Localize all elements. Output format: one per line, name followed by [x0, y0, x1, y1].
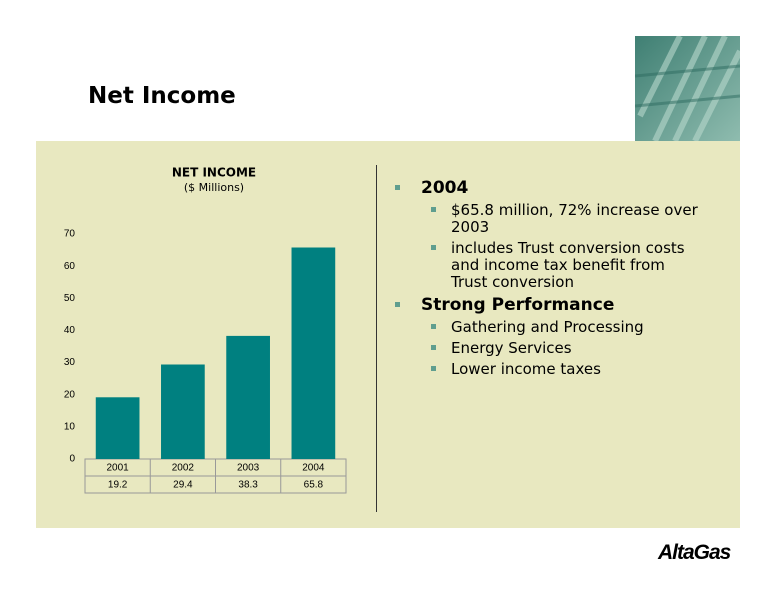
y-tick-label: 40 [64, 325, 76, 336]
bullet-text: $65.8 million, 72% increase over 2003 [451, 201, 698, 236]
data-label: 38.3 [238, 480, 258, 491]
bullet-text: Energy Services [451, 339, 572, 357]
y-tick-label: 70 [64, 229, 76, 240]
y-tick-label: 0 [69, 454, 75, 465]
sub-bullet: $65.8 million, 72% increase over 2003 [395, 202, 701, 236]
bullet-marker [431, 366, 436, 371]
x-tick-label: 2003 [237, 463, 260, 474]
content-panel [36, 141, 740, 528]
x-tick-label: 2004 [302, 463, 325, 474]
sub-bullet: Gathering and Processing [395, 319, 701, 336]
bar [291, 247, 336, 459]
bullet-marker [431, 207, 436, 212]
bullet-text: 2004 [421, 178, 469, 198]
bullet: Strong Performance [395, 295, 715, 315]
bullet-marker [395, 185, 400, 190]
y-tick-label: 50 [64, 293, 76, 304]
data-label: 29.4 [173, 480, 193, 491]
sub-bullet: Energy Services [395, 340, 701, 357]
y-tick-label: 20 [64, 389, 76, 400]
header-photo [635, 36, 740, 141]
bullet-text: includes Trust conversion costs and inco… [451, 239, 685, 291]
y-tick-label: 60 [64, 261, 76, 272]
chart-subtitle: ($ Millions) [184, 181, 244, 194]
logo: AltaGas [658, 541, 731, 564]
y-tick-label: 30 [64, 357, 76, 368]
bullet-marker [431, 324, 436, 329]
data-label: 65.8 [304, 480, 324, 491]
divider [376, 165, 377, 512]
bar [95, 397, 140, 459]
y-tick-label: 10 [64, 421, 76, 432]
chart: NET INCOME ($ Millions) 0 10 20 30 40 50 60 70 2… [64, 166, 347, 494]
bullet-text: Gathering and Processing [451, 318, 644, 336]
bullet-marker [431, 345, 436, 350]
bar [161, 364, 205, 459]
bullet: 2004 [395, 178, 715, 198]
bullet-marker [395, 302, 400, 307]
x-tick-label: 2002 [172, 463, 195, 474]
bar [226, 335, 270, 459]
bullet-text: Lower income taxes [451, 360, 601, 378]
sub-bullet: Lower income taxes [395, 361, 701, 378]
chart-title: NET INCOME [172, 166, 256, 180]
bullet-marker [431, 245, 436, 250]
data-label: 19.2 [108, 480, 128, 491]
slide-title: Net Income [88, 83, 236, 109]
bullet-text: Strong Performance [421, 295, 615, 315]
bullet-list: 2004 $65.8 million, 72% increase over 200… [395, 178, 715, 382]
x-tick-label: 2001 [107, 463, 130, 474]
sub-bullet: includes Trust conversion costs and inco… [395, 240, 701, 291]
